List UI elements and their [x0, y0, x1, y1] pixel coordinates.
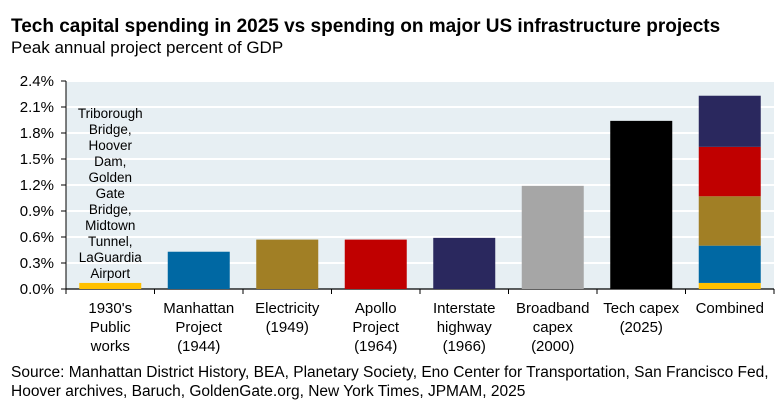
x-tick-label: works [90, 338, 130, 355]
bar-chart: 0.0% 0.3% 0.6% 0.9% 1.2% 1.5% 1.8% 2.1% 2.4% 1930… [20, 73, 775, 355]
y-tick-label: 0.6% [20, 229, 54, 246]
source-note: Source: Manhattan District History, BEA,… [11, 364, 769, 400]
stacked-segment [698, 196, 761, 246]
y-tick-label: 1.5% [20, 151, 54, 168]
stacked-segment [698, 282, 761, 289]
y-tick-label: 2.4% [20, 73, 54, 90]
annotation-text: Tunnel, [88, 234, 133, 249]
x-tick-label: highway [437, 319, 493, 336]
x-tick-label: 1930's [88, 300, 132, 317]
chart-subtitle: Peak annual project percent of GDP [11, 38, 284, 57]
y-tick-label: 0.3% [20, 255, 54, 272]
bar [256, 239, 319, 289]
y-tick-label: 1.8% [20, 125, 54, 142]
x-tick-label: (1964) [354, 338, 397, 355]
x-tick-label: Electricity [255, 300, 320, 317]
annotation-text: Bridge, [89, 202, 132, 217]
x-tick-label: (2000) [531, 338, 574, 355]
x-tick-label: Project [352, 319, 400, 336]
annotation-text: Airport [90, 266, 130, 281]
x-tick-label: capex [533, 319, 574, 336]
bar [344, 239, 407, 289]
x-tick-label: Broadband [516, 300, 589, 317]
x-tick-label: Combined [696, 300, 764, 317]
x-tick-label: Interstate [433, 300, 496, 317]
x-tick-label: (2025) [620, 319, 663, 336]
bar [433, 237, 496, 289]
bar [610, 120, 673, 289]
stacked-segment [698, 245, 761, 283]
annotation-text: Hoover [88, 138, 132, 153]
annotation-text: Midtown [85, 218, 135, 233]
stacked-segment [698, 95, 761, 147]
x-tick-label: (1966) [443, 338, 486, 355]
annotation-text: Bridge, [89, 122, 132, 137]
x-tick-label: Manhattan [163, 300, 234, 317]
annotation-text: Gate [96, 186, 125, 201]
bar [521, 185, 584, 289]
x-tick-label: Tech capex [603, 300, 679, 317]
x-tick-label: (1949) [266, 319, 309, 336]
bar [167, 251, 230, 289]
y-tick-label: 2.1% [20, 99, 54, 116]
y-tick-label: 0.0% [20, 281, 54, 298]
bar [79, 282, 142, 289]
annotation-text: Dam, [94, 154, 126, 169]
x-tick-label: (1944) [177, 338, 220, 355]
chart-title: Tech capital spending in 2025 vs spendin… [11, 16, 721, 37]
y-tick-label: 1.2% [20, 177, 54, 194]
x-tick-label: Public [90, 319, 131, 336]
annotation-text: Triborough [78, 106, 143, 121]
x-tick-label: Apollo [355, 300, 397, 317]
annotation-text: Golden [88, 170, 132, 185]
y-tick-label: 0.9% [20, 203, 54, 220]
stacked-segment [698, 146, 761, 197]
x-tick-label: Project [175, 319, 223, 336]
annotation-text: LaGuardia [79, 250, 143, 265]
